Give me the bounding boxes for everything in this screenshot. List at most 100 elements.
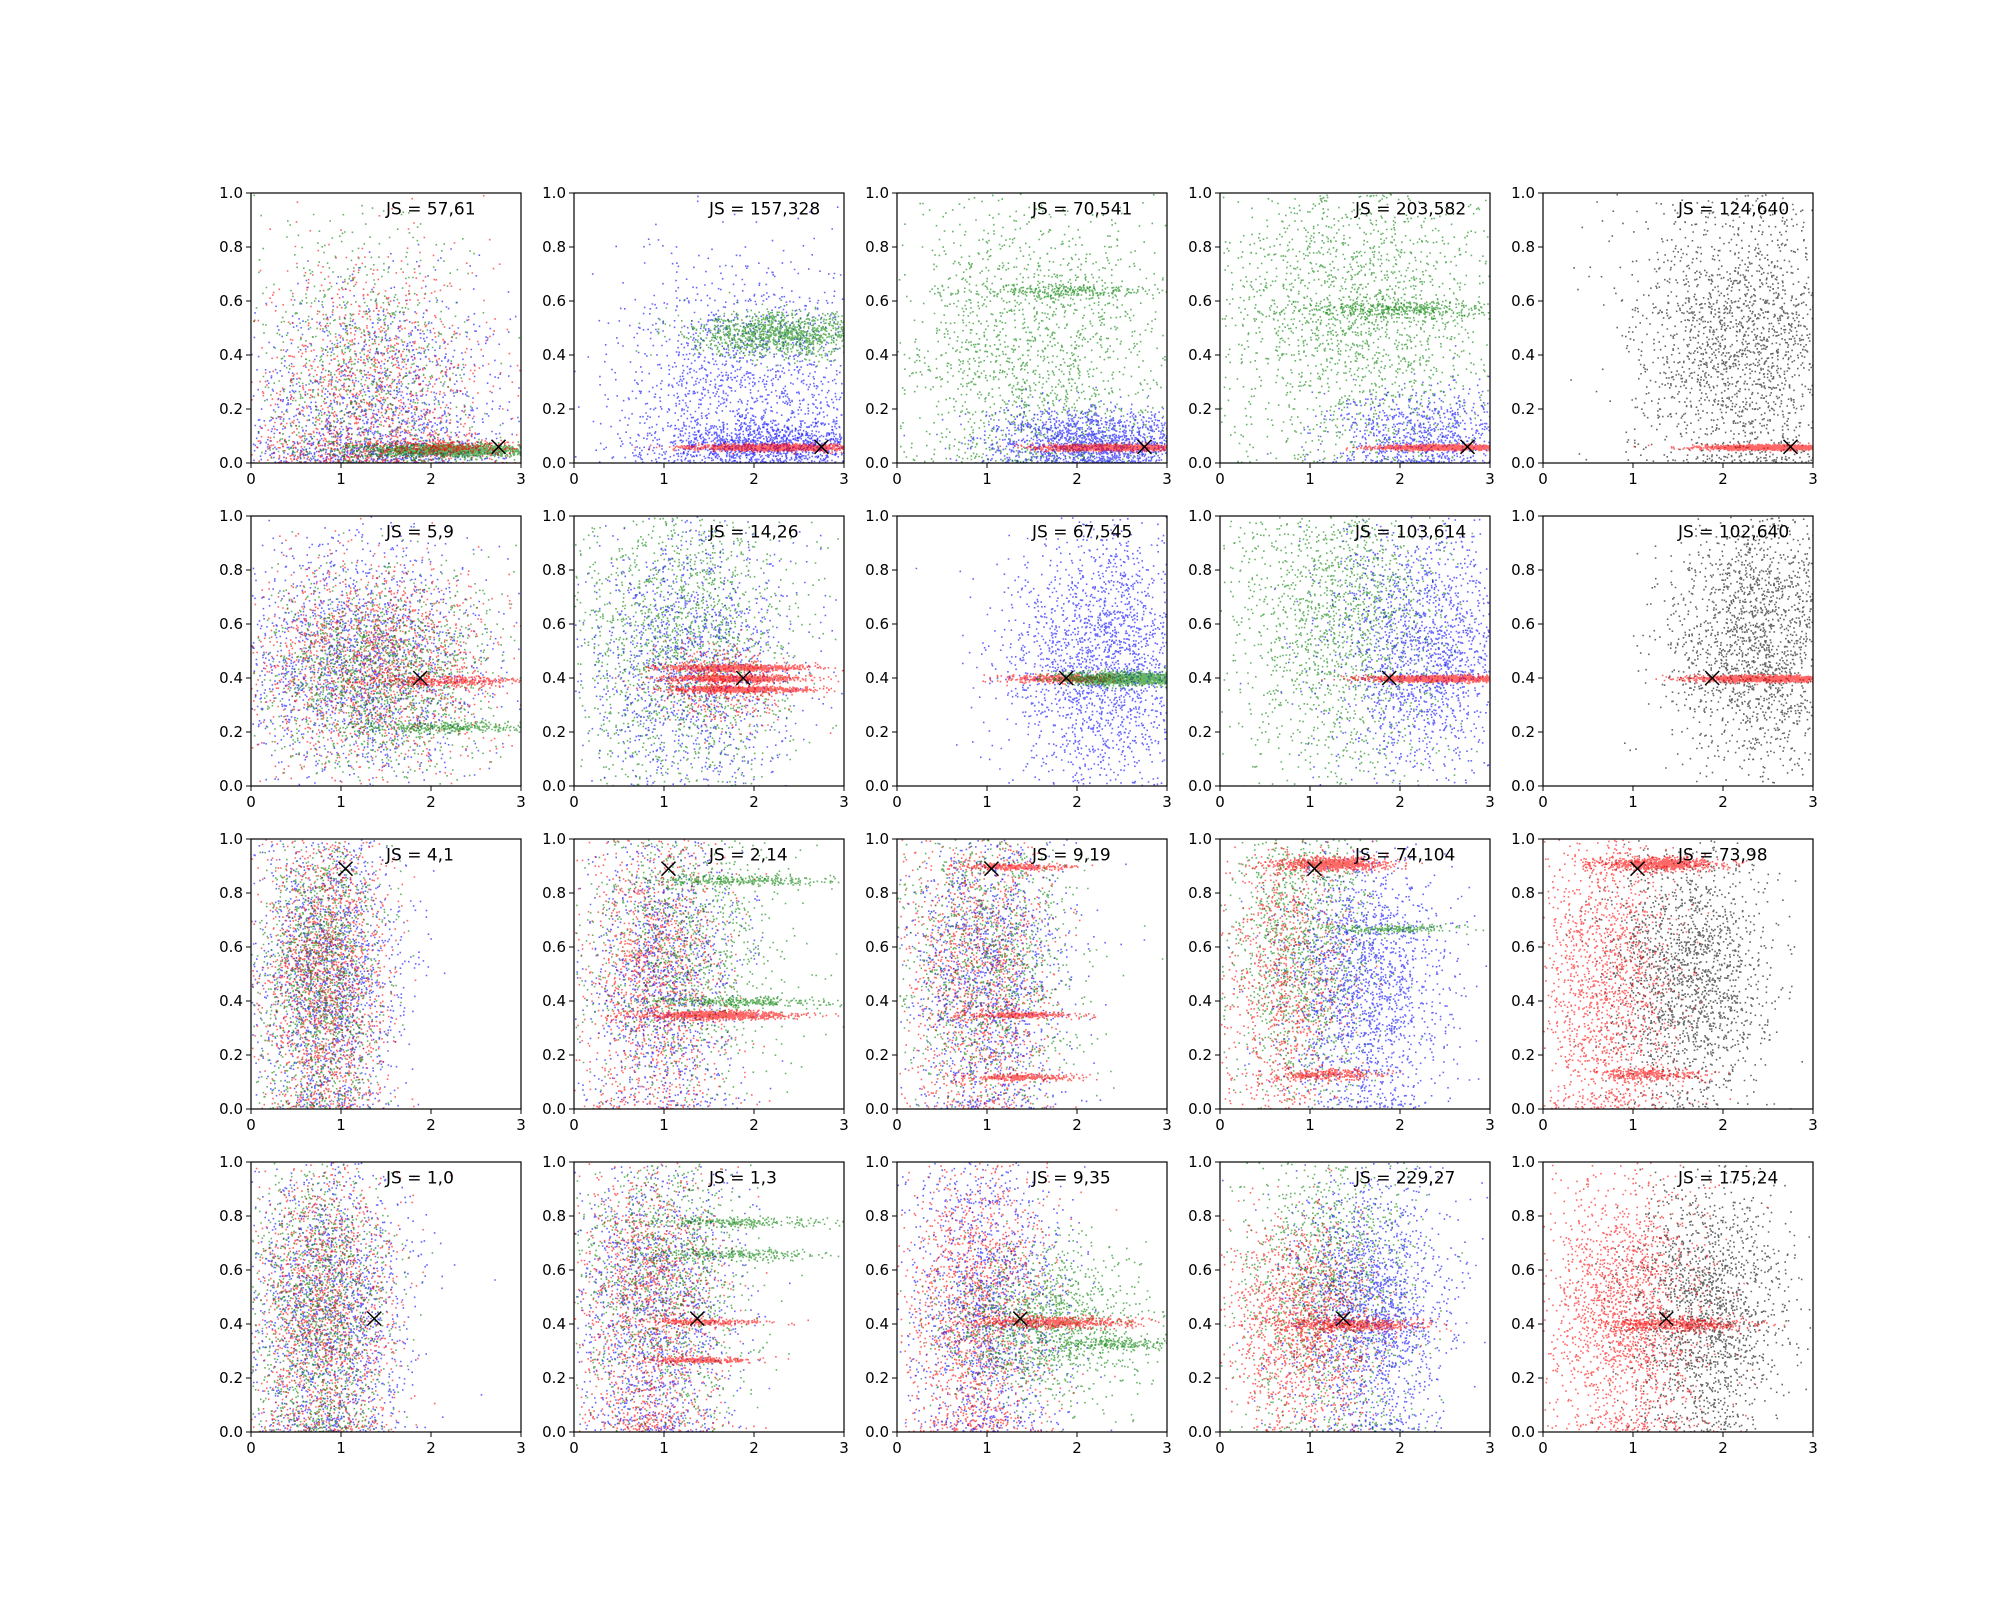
x-tick-label: 2 (749, 1439, 759, 1457)
x-tick-label: 1 (336, 793, 346, 811)
y-tick-label: 0.2 (1188, 1046, 1212, 1064)
y-tick-label: 0.6 (219, 292, 243, 310)
js-annotation: JS = 70,541 (1031, 200, 1132, 220)
y-tick-label: 0.8 (1188, 1207, 1212, 1225)
x-tick-label: 0 (246, 470, 256, 488)
y-tick-label: 0.4 (219, 992, 243, 1010)
y-tick-label: 0.2 (1188, 1369, 1212, 1387)
x-tick-label: 3 (516, 793, 526, 811)
y-tick-label: 0.0 (542, 454, 566, 472)
y-tick-label: 1.0 (1511, 507, 1535, 525)
js-annotation: JS = 1,0 (385, 1169, 454, 1189)
x-tick-label: 3 (1485, 1116, 1495, 1134)
y-tick-label: 0.2 (1511, 1046, 1535, 1064)
x-tick-label: 2 (749, 793, 759, 811)
js-annotation: JS = 157,328 (708, 200, 820, 220)
y-tick-label: 0.2 (542, 723, 566, 741)
y-tick-label: 1.0 (219, 507, 243, 525)
js-annotation: JS = 73,98 (1677, 846, 1768, 866)
y-tick-label: 0.0 (542, 1423, 566, 1441)
y-tick-label: 0.8 (1511, 238, 1535, 256)
y-tick-label: 0.0 (1511, 454, 1535, 472)
y-tick-label: 0.2 (542, 400, 566, 418)
x-tick-label: 2 (1072, 793, 1082, 811)
y-tick-label: 0.4 (219, 669, 243, 687)
x-tick-label: 0 (1538, 1439, 1548, 1457)
x-tick-label: 0 (569, 1116, 579, 1134)
y-tick-label: 0.4 (1511, 992, 1535, 1010)
y-tick-label: 0.2 (1188, 400, 1212, 418)
x-tick-label: 0 (1538, 470, 1548, 488)
y-tick-label: 0.6 (1511, 615, 1535, 633)
x-tick-label: 0 (892, 1116, 902, 1134)
y-tick-label: 0.6 (865, 938, 889, 956)
y-tick-label: 0.0 (542, 1100, 566, 1118)
y-tick-label: 0.8 (1511, 561, 1535, 579)
y-tick-label: 0.6 (542, 292, 566, 310)
y-tick-label: 1.0 (542, 830, 566, 848)
x-tick-label: 0 (246, 793, 256, 811)
y-tick-label: 0.6 (1188, 1261, 1212, 1279)
y-tick-label: 1.0 (865, 507, 889, 525)
y-tick-label: 0.2 (865, 1046, 889, 1064)
y-tick-label: 0.8 (542, 884, 566, 902)
y-tick-label: 0.8 (219, 238, 243, 256)
y-tick-label: 0.4 (1188, 1315, 1212, 1333)
js-annotation: JS = 9,19 (1031, 846, 1111, 866)
y-tick-label: 0.8 (1511, 884, 1535, 902)
x-tick-label: 1 (982, 1439, 992, 1457)
y-tick-label: 0.8 (865, 1207, 889, 1225)
y-tick-label: 0.2 (865, 723, 889, 741)
x-tick-label: 2 (426, 793, 436, 811)
y-tick-label: 0.8 (542, 1207, 566, 1225)
y-tick-label: 0.6 (1511, 292, 1535, 310)
x-tick-label: 3 (1808, 793, 1818, 811)
y-tick-label: 0.8 (542, 561, 566, 579)
y-tick-label: 0.0 (1188, 454, 1212, 472)
x-tick-label: 2 (1718, 1439, 1728, 1457)
y-tick-label: 0.0 (1511, 1100, 1535, 1118)
x-tick-label: 2 (749, 470, 759, 488)
y-tick-label: 0.8 (1188, 561, 1212, 579)
x-tick-label: 3 (839, 1439, 849, 1457)
y-tick-label: 0.4 (542, 1315, 566, 1333)
y-tick-label: 0.2 (542, 1369, 566, 1387)
y-tick-label: 1.0 (1511, 184, 1535, 202)
y-tick-label: 0.8 (865, 238, 889, 256)
y-tick-label: 0.8 (542, 238, 566, 256)
x-tick-label: 2 (749, 1116, 759, 1134)
y-tick-label: 0.0 (865, 1423, 889, 1441)
y-tick-label: 0.4 (1511, 669, 1535, 687)
y-tick-label: 0.4 (865, 1315, 889, 1333)
y-tick-label: 0.8 (219, 884, 243, 902)
y-tick-label: 1.0 (219, 830, 243, 848)
y-tick-label: 0.0 (219, 1100, 243, 1118)
js-annotation: JS = 74,104 (1354, 846, 1455, 866)
y-tick-label: 0.6 (865, 615, 889, 633)
x-tick-label: 1 (1305, 793, 1315, 811)
x-tick-label: 1 (982, 793, 992, 811)
y-tick-label: 0.0 (1188, 1100, 1212, 1118)
y-tick-label: 0.2 (219, 1046, 243, 1064)
js-annotation: JS = 124,640 (1677, 200, 1789, 220)
x-tick-label: 1 (1628, 793, 1638, 811)
y-tick-label: 0.2 (219, 723, 243, 741)
js-annotation: JS = 9,35 (1031, 1169, 1111, 1189)
y-tick-label: 0.0 (865, 454, 889, 472)
x-tick-label: 0 (1215, 1116, 1225, 1134)
y-tick-label: 0.2 (1188, 723, 1212, 741)
x-tick-label: 1 (336, 1439, 346, 1457)
y-tick-label: 0.2 (542, 1046, 566, 1064)
x-tick-label: 1 (982, 470, 992, 488)
x-tick-label: 1 (1628, 470, 1638, 488)
x-tick-label: 2 (1718, 793, 1728, 811)
x-tick-label: 3 (1485, 470, 1495, 488)
y-tick-label: 0.4 (1511, 1315, 1535, 1333)
y-tick-label: 0.6 (1188, 292, 1212, 310)
x-tick-label: 0 (892, 1439, 902, 1457)
x-tick-label: 0 (892, 793, 902, 811)
x-tick-label: 2 (426, 470, 436, 488)
y-tick-label: 0.8 (865, 561, 889, 579)
x-tick-label: 3 (1808, 1439, 1818, 1457)
